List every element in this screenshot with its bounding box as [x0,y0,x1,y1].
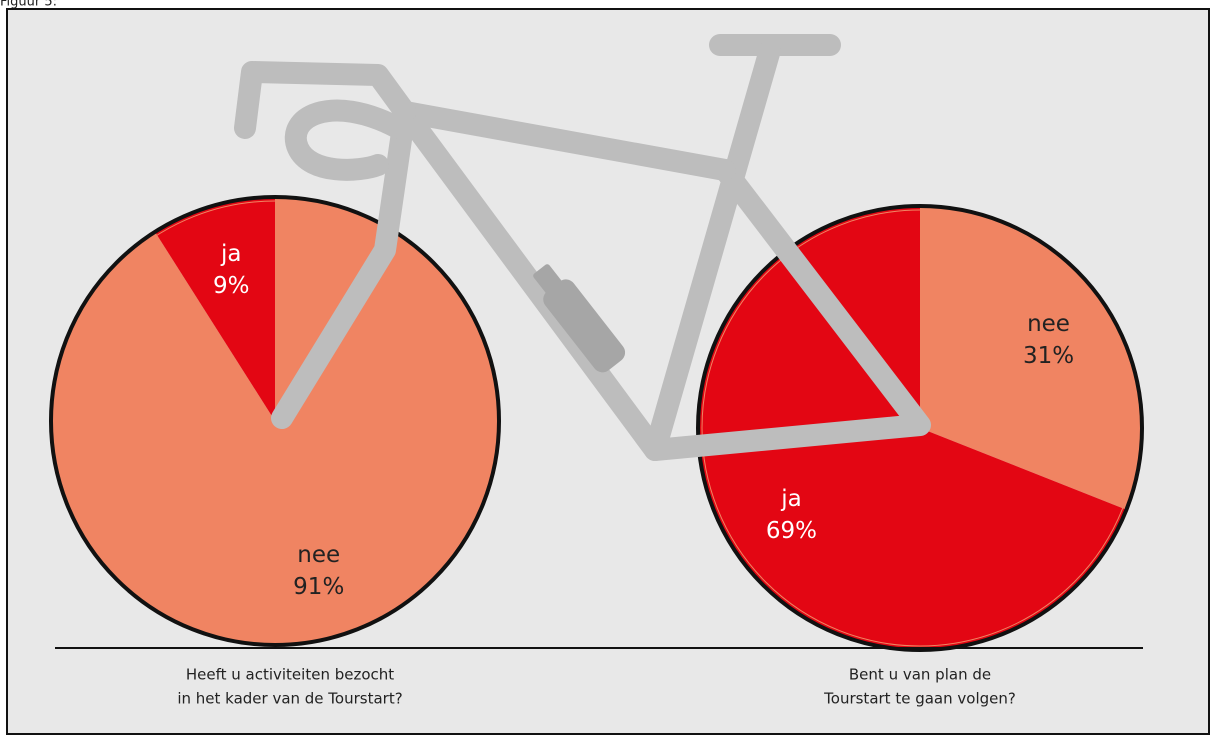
slice-value-label: 69% [766,518,817,544]
page: Figuur 5: nee91%ja9%Heeft u activiteiten… [0,0,1211,736]
caption: Tourstart te gaan volgen? [823,690,1016,708]
caption: in het kader van de Tourstart? [177,690,402,708]
slice-category: ja [220,241,241,267]
slice-value-label: 91% [293,574,344,600]
slice-category: nee [297,542,340,568]
caption: Bent u van plan de [849,666,991,684]
slice-category: ja [780,486,801,512]
slice-value-label: 9% [213,273,250,299]
caption: Heeft u activiteiten bezocht [186,666,394,684]
slice-value-label: 31% [1023,343,1074,369]
slice-category: nee [1027,311,1070,337]
